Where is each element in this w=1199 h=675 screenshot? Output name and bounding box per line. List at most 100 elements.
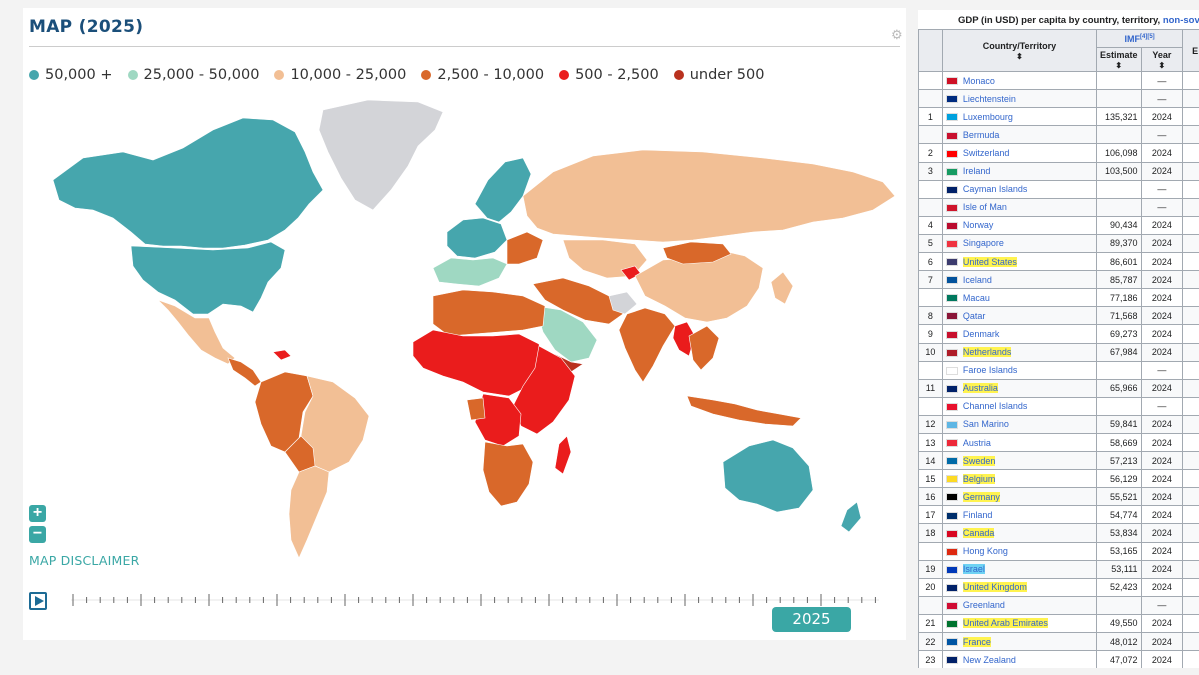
timeline-slider[interactable] xyxy=(71,592,883,608)
country-link[interactable]: Sweden xyxy=(962,455,996,466)
country-link[interactable]: Ireland xyxy=(962,166,991,177)
year-header[interactable]: Year ⬍ xyxy=(1140,47,1184,73)
imf-header-ref[interactable]: [4][5] xyxy=(1140,33,1155,40)
country-link[interactable]: Switzerland xyxy=(962,148,1010,159)
country-cell[interactable]: Ireland xyxy=(941,161,1097,181)
country-link[interactable]: Hong Kong xyxy=(962,546,1008,557)
rank-cell: 20 xyxy=(918,577,943,597)
country-cell[interactable]: Hong Kong xyxy=(941,541,1097,561)
estimate-cell: 52,423 xyxy=(1095,577,1142,597)
country-link[interactable]: Monaco xyxy=(962,75,995,86)
country-link[interactable]: Liechtenstein xyxy=(962,93,1016,104)
country-cell[interactable]: Iceland xyxy=(941,270,1097,290)
zoom-in-button[interactable]: + xyxy=(29,505,46,522)
country-cell[interactable]: Finland xyxy=(941,505,1097,525)
country-cell[interactable]: Denmark xyxy=(941,324,1097,344)
country-header[interactable]: Country/Territory ⬍ xyxy=(941,28,1097,73)
country-cell[interactable]: Cayman Islands xyxy=(941,179,1097,199)
country-cell[interactable]: Switzerland xyxy=(941,143,1097,163)
country-cell[interactable]: Luxembourg xyxy=(941,107,1097,127)
flag-icon xyxy=(945,167,958,176)
country-link[interactable]: Denmark xyxy=(962,328,1000,339)
country-link[interactable]: Qatar xyxy=(962,310,986,321)
country-cell[interactable]: Channel Islands xyxy=(941,396,1097,416)
map-disclaimer-link[interactable]: MAP DISCLAIMER xyxy=(29,553,140,568)
country-link[interactable]: United States xyxy=(962,256,1017,267)
table-row: 9 Denmark 69,273 2024 xyxy=(918,324,1199,344)
country-link[interactable]: San Marino xyxy=(962,419,1009,430)
play-button[interactable] xyxy=(29,592,47,610)
legend-item[interactable]: 2,500 - 10,000 xyxy=(421,67,544,83)
imf-header[interactable]: IMF[4][5] xyxy=(1095,28,1184,49)
caption-link[interactable]: non-sover xyxy=(1162,15,1199,26)
year-cell: — xyxy=(1140,179,1184,199)
country-link[interactable]: Isle of Man xyxy=(962,202,1007,213)
country-link[interactable]: Finland xyxy=(962,509,993,520)
world-map[interactable] xyxy=(23,100,906,560)
extra-cell xyxy=(1182,215,1199,235)
country-link[interactable]: Faroe Islands xyxy=(962,365,1018,376)
country-cell[interactable]: Bermuda xyxy=(941,125,1097,145)
country-link[interactable]: Israel xyxy=(962,564,985,575)
country-link[interactable]: Canada xyxy=(962,527,995,538)
country-cell[interactable]: Qatar xyxy=(941,306,1097,326)
country-cell[interactable]: Australia xyxy=(941,378,1097,398)
country-cell[interactable]: Sweden xyxy=(941,451,1097,471)
extra-cell xyxy=(1182,324,1199,344)
legend-item[interactable]: under 500 xyxy=(673,67,764,83)
country-cell[interactable]: Belgium xyxy=(941,469,1097,489)
country-cell[interactable]: Canada xyxy=(941,523,1097,543)
country-cell[interactable]: Singapore xyxy=(941,233,1097,254)
table-row: Isle of Man — xyxy=(918,197,1199,217)
flag-icon xyxy=(945,638,958,647)
legend-item[interactable]: 50,000 + xyxy=(29,67,113,83)
country-cell[interactable]: Netherlands xyxy=(941,342,1097,362)
country-cell[interactable]: Greenland xyxy=(941,595,1097,615)
flag-icon xyxy=(945,131,958,140)
country-cell[interactable]: Isle of Man xyxy=(941,197,1097,217)
country-cell[interactable]: New Zealand xyxy=(941,650,1097,668)
legend-item[interactable]: 25,000 - 50,000 xyxy=(127,67,259,83)
country-link[interactable]: United Arab Emirates xyxy=(962,618,1048,629)
zoom-out-button[interactable]: − xyxy=(29,526,46,543)
rank-cell xyxy=(918,179,943,199)
country-link[interactable]: New Zealand xyxy=(962,654,1016,665)
country-cell[interactable]: Austria xyxy=(941,432,1097,453)
country-link[interactable]: France xyxy=(962,636,991,647)
country-link[interactable]: Austria xyxy=(962,437,991,448)
country-cell[interactable]: Faroe Islands xyxy=(941,360,1097,380)
country-link[interactable]: Cayman Islands xyxy=(962,184,1028,195)
country-link[interactable]: Channel Islands xyxy=(962,401,1028,412)
country-link[interactable]: Luxembourg xyxy=(962,111,1013,122)
country-link[interactable]: Macau xyxy=(962,292,990,303)
country-cell[interactable]: Norway xyxy=(941,215,1097,235)
country-link[interactable]: Australia xyxy=(962,383,998,394)
rank-cell: 23 xyxy=(918,650,943,668)
legend-item[interactable]: 500 - 2,500 xyxy=(559,67,659,83)
country-cell[interactable]: United Kingdom xyxy=(941,577,1097,597)
year-indicator[interactable]: 2025 xyxy=(772,607,851,632)
legend-item[interactable]: 10,000 - 25,000 xyxy=(274,67,406,83)
country-link[interactable]: Germany xyxy=(962,491,1000,502)
country-cell[interactable]: Israel xyxy=(941,559,1097,579)
country-cell[interactable]: France xyxy=(941,631,1097,652)
country-cell[interactable]: Macau xyxy=(941,288,1097,308)
estimate-cell: 47,072 xyxy=(1095,650,1142,668)
country-link[interactable]: Greenland xyxy=(962,600,1005,611)
country-cell[interactable]: Germany xyxy=(941,487,1097,507)
country-cell[interactable]: San Marino xyxy=(941,414,1097,434)
country-cell[interactable]: Liechtenstein xyxy=(941,89,1097,109)
country-link[interactable]: Norway xyxy=(962,220,994,231)
country-link[interactable]: Iceland xyxy=(962,274,992,285)
country-link[interactable]: Singapore xyxy=(962,238,1004,249)
country-cell[interactable]: United Arab Emirates xyxy=(941,613,1097,634)
country-cell[interactable]: Monaco xyxy=(941,71,1097,91)
country-link[interactable]: Netherlands xyxy=(962,347,1012,358)
gear-icon[interactable]: ⚙ xyxy=(891,27,903,42)
country-cell[interactable]: United States xyxy=(941,252,1097,272)
estimate-header[interactable]: Estimate ⬍ xyxy=(1095,47,1142,73)
country-link[interactable]: United Kingdom xyxy=(962,582,1027,593)
extra-cell xyxy=(1182,577,1199,597)
country-link[interactable]: Belgium xyxy=(962,473,996,484)
country-link[interactable]: Bermuda xyxy=(962,129,1000,140)
